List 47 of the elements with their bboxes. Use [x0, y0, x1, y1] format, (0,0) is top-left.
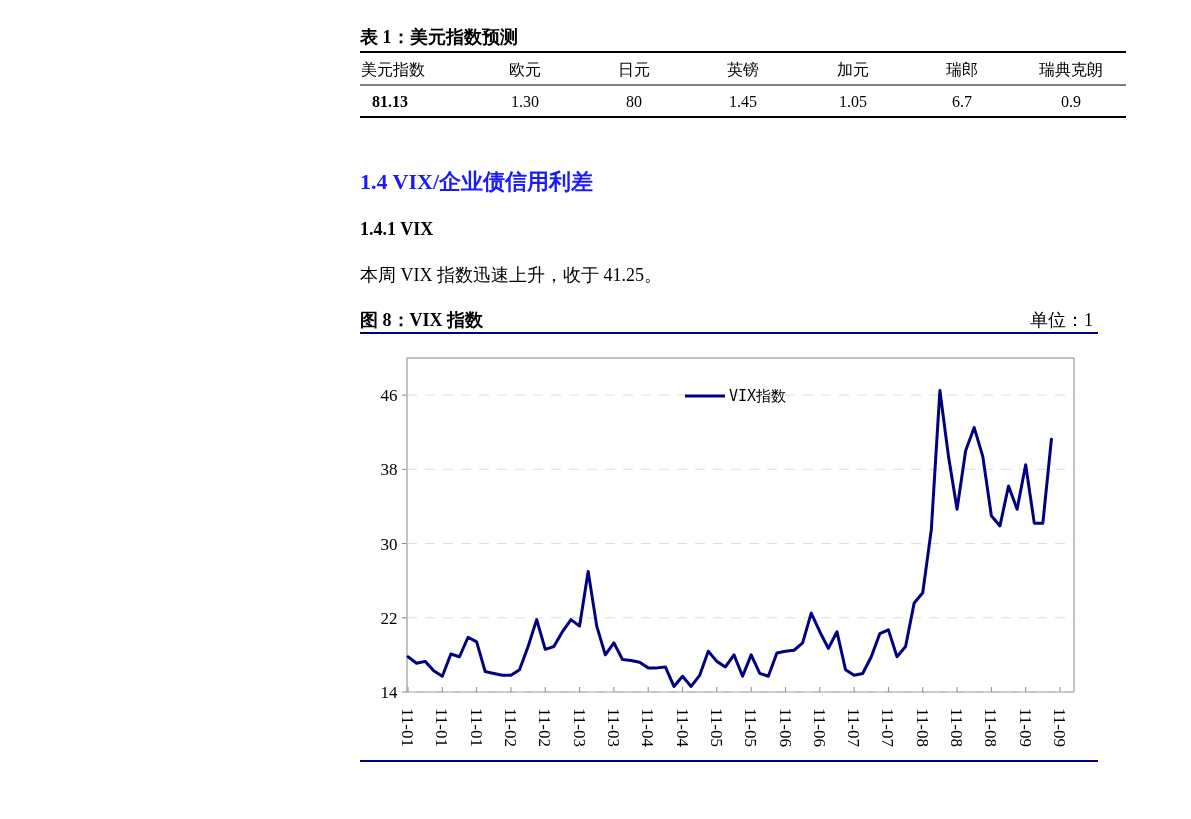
chart-title: 图 8：VIX 指数: [360, 310, 484, 330]
category-label: 加元: [837, 61, 869, 78]
x-tick-label: 11-08: [912, 708, 932, 748]
text: 本周 VIX 指数迅速上升，收于 41.25。: [360, 265, 662, 285]
line-series: [406, 388, 1053, 688]
text: 1.30: [511, 93, 539, 110]
text: 80: [626, 93, 642, 110]
text: 单位：1: [1030, 310, 1093, 330]
text: 1.45: [729, 93, 757, 110]
x-tick-label: 11-02: [535, 708, 555, 748]
x-tick-label: 11-03: [603, 708, 623, 748]
x-tick-label: 11-02: [501, 708, 520, 748]
x-tick-label: 11-07: [878, 708, 898, 748]
y-tick-label: 30: [380, 534, 398, 554]
x-tick-label: 11-08: [981, 708, 1001, 748]
text: 81.13: [372, 93, 408, 110]
x-tick-label: 11-08: [947, 708, 967, 748]
x-tick-label: 11-03: [569, 708, 589, 748]
y-tick-label: 22: [380, 608, 398, 628]
x-tick-label: 11-09: [1015, 708, 1035, 748]
y-tick-label: 38: [380, 460, 398, 480]
x-tick-label: 11-01: [432, 708, 452, 748]
x-tick-label: 11-01: [398, 708, 418, 748]
y-tick-label: 14: [380, 682, 398, 702]
category-label: 英镑: [727, 61, 759, 78]
x-tick-label: 11-04: [672, 708, 692, 748]
y-tick-label: 46: [380, 386, 398, 406]
text: 1.4 VIX/企业债信用利差: [360, 169, 594, 194]
category-label: 欧元: [509, 61, 541, 78]
text: 0.9: [1061, 93, 1081, 110]
x-tick-label: 11-04: [638, 708, 658, 748]
text: 表 1：美元指数预测: [359, 27, 518, 47]
x-tick-label: 11-05: [741, 708, 761, 748]
category-label: 瑞郎: [946, 61, 978, 78]
text: 6.7: [952, 93, 972, 110]
x-tick-label: 11-06: [809, 708, 829, 748]
category-label: 日元: [618, 61, 650, 78]
x-tick-label: 11-06: [775, 708, 795, 748]
x-tick-label: 11-01: [466, 708, 486, 748]
text: 1.05: [839, 93, 867, 110]
text: 1.4.1 VIX: [360, 219, 434, 239]
legend-label: VIX指数: [729, 387, 787, 406]
category-label: 美元指数: [361, 61, 425, 78]
x-tick-label: 11-05: [706, 708, 726, 748]
category-label: 瑞典克朗: [1039, 61, 1103, 78]
x-tick-label: 11-09: [1050, 708, 1070, 748]
x-tick-label: 11-07: [844, 708, 864, 748]
